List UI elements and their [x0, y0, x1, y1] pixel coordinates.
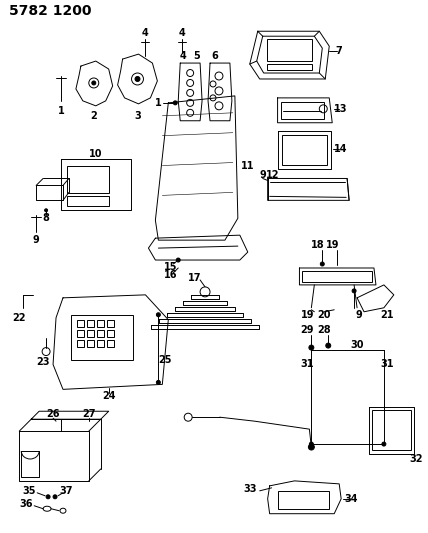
Text: 9: 9: [356, 310, 363, 320]
Circle shape: [53, 495, 57, 499]
Circle shape: [326, 343, 331, 348]
Text: 8: 8: [43, 213, 50, 223]
Text: 27: 27: [82, 409, 95, 419]
Bar: [107, 330, 114, 337]
Text: 4: 4: [179, 28, 186, 38]
Text: 21: 21: [380, 310, 394, 320]
Bar: [67, 196, 109, 206]
Text: 19: 19: [325, 240, 339, 250]
Text: 31: 31: [380, 359, 394, 369]
Text: 36: 36: [20, 499, 33, 509]
Text: 2: 2: [90, 111, 97, 121]
Text: 31: 31: [300, 359, 314, 369]
Text: 28: 28: [318, 325, 331, 335]
Text: 9: 9: [259, 171, 266, 181]
Text: 16: 16: [163, 270, 177, 280]
Bar: [372, 410, 411, 450]
Circle shape: [135, 77, 140, 82]
Bar: [87, 340, 94, 346]
Text: 9: 9: [33, 235, 39, 245]
Text: 17: 17: [188, 273, 202, 283]
Text: 29: 29: [300, 325, 314, 335]
Text: 11: 11: [241, 160, 255, 171]
Text: 7: 7: [336, 46, 342, 56]
Bar: [282, 135, 327, 165]
Text: 1: 1: [155, 98, 162, 108]
Bar: [97, 330, 104, 337]
Circle shape: [382, 442, 386, 446]
Bar: [77, 340, 84, 346]
Circle shape: [320, 262, 324, 266]
Bar: [267, 64, 312, 70]
Circle shape: [173, 101, 177, 105]
Text: 4: 4: [180, 51, 187, 61]
Circle shape: [46, 495, 50, 499]
Bar: [87, 320, 94, 327]
Bar: [71, 315, 133, 360]
Bar: [278, 491, 329, 508]
Bar: [107, 340, 114, 346]
Text: 23: 23: [36, 357, 50, 367]
Text: 13: 13: [334, 104, 348, 114]
Text: 18: 18: [310, 240, 324, 250]
Circle shape: [309, 442, 313, 446]
Bar: [97, 320, 104, 327]
Bar: [303, 271, 372, 282]
Bar: [77, 320, 84, 327]
Bar: [67, 166, 109, 193]
Text: 20: 20: [318, 310, 331, 320]
Bar: [97, 340, 104, 346]
Text: 10: 10: [89, 149, 103, 159]
Text: 35: 35: [22, 486, 36, 496]
Text: 15: 15: [163, 262, 177, 272]
Text: 30: 30: [350, 340, 364, 350]
Bar: [267, 39, 312, 61]
Text: 3: 3: [134, 111, 141, 121]
Text: 1: 1: [58, 106, 64, 116]
Text: 19: 19: [300, 310, 314, 320]
Circle shape: [156, 381, 160, 384]
Text: 5782 1200: 5782 1200: [9, 4, 92, 18]
Circle shape: [156, 313, 160, 317]
Bar: [281, 102, 324, 119]
Bar: [77, 330, 84, 337]
Circle shape: [45, 209, 48, 212]
Bar: [87, 330, 94, 337]
Text: 12: 12: [266, 171, 279, 181]
Text: 37: 37: [59, 486, 73, 496]
Text: 4: 4: [142, 28, 149, 38]
Circle shape: [309, 444, 314, 450]
Text: 34: 34: [345, 494, 358, 504]
Text: 6: 6: [211, 51, 218, 61]
Text: 5: 5: [194, 51, 200, 61]
Circle shape: [92, 81, 96, 85]
Circle shape: [352, 289, 356, 293]
Text: 14: 14: [334, 143, 348, 154]
Text: 32: 32: [409, 454, 422, 464]
Text: 24: 24: [102, 391, 116, 401]
Circle shape: [176, 258, 180, 262]
Text: 26: 26: [46, 409, 60, 419]
Text: 22: 22: [12, 313, 26, 323]
Text: 25: 25: [158, 354, 172, 365]
Circle shape: [309, 345, 314, 350]
Bar: [107, 320, 114, 327]
Text: 33: 33: [243, 484, 256, 494]
